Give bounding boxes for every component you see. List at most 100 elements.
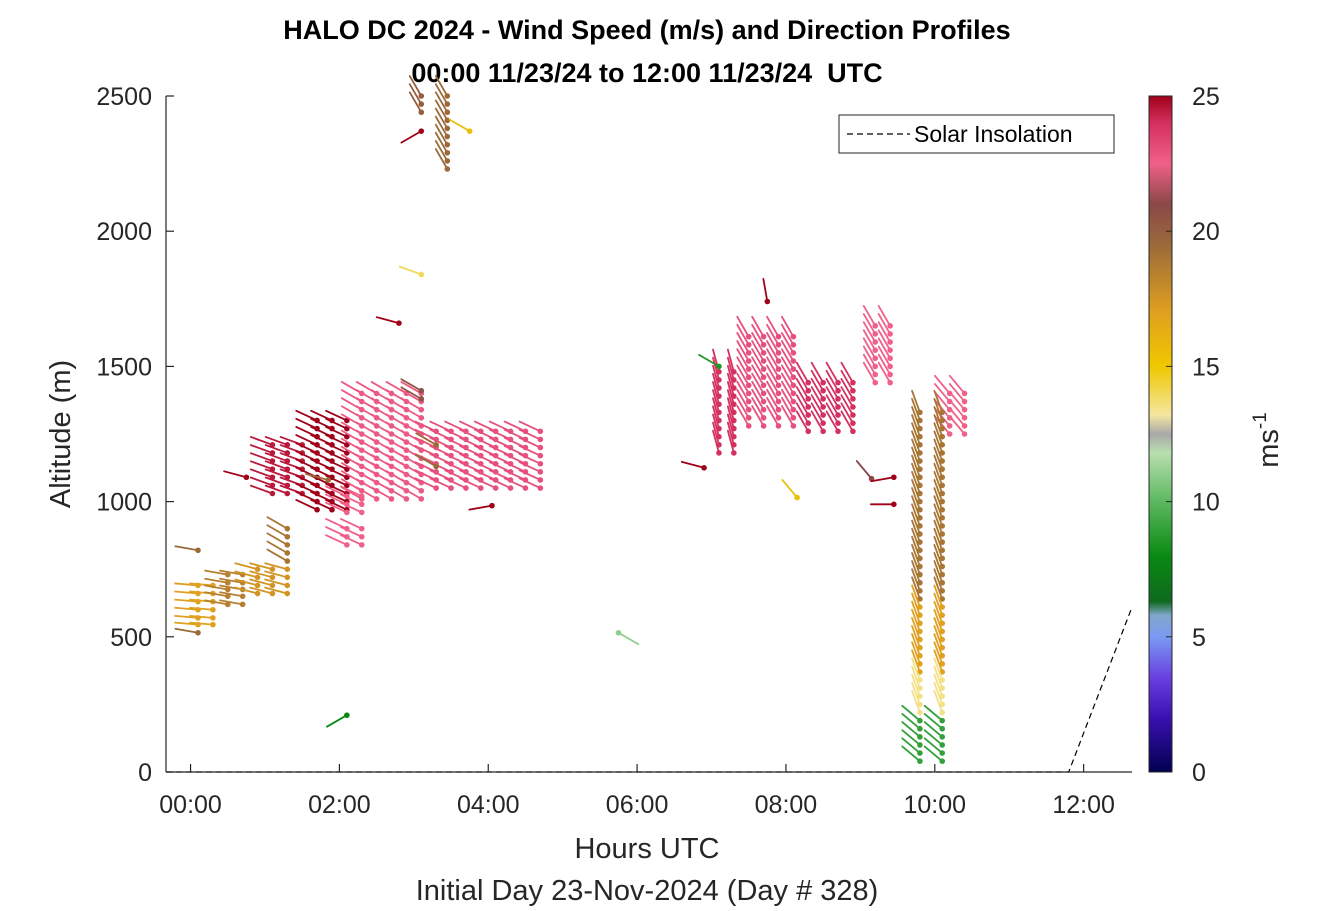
wind-arrow-shaft bbox=[448, 118, 471, 133]
wind-arrow-shaft bbox=[911, 633, 921, 657]
wind-arrow-shaft bbox=[933, 383, 951, 403]
wind-arrow-shaft bbox=[840, 394, 854, 416]
x-axis-label: Hours UTC bbox=[574, 833, 719, 865]
wind-arrow-shaft bbox=[385, 486, 408, 500]
wind-arrow-shaft bbox=[780, 315, 795, 338]
wind-arrow-shaft bbox=[249, 578, 274, 587]
wind-arrow-shaft bbox=[325, 485, 348, 498]
wind-arrow-shaft bbox=[434, 75, 449, 97]
wind-arrow-shaft bbox=[503, 453, 527, 465]
wind-arrow-head bbox=[745, 423, 752, 429]
wind-arrow-shaft bbox=[911, 479, 921, 503]
wind-arrow-shaft bbox=[518, 428, 542, 441]
wind-arrow-shaft bbox=[736, 364, 750, 387]
wind-arrow-shaft bbox=[459, 436, 482, 449]
wind-arrow-shaft bbox=[518, 436, 542, 449]
wind-arrow-shaft bbox=[840, 410, 854, 433]
wind-arrow-shaft bbox=[266, 524, 289, 538]
wind-arrow-shaft bbox=[933, 446, 944, 471]
wind-arrow-shaft bbox=[488, 428, 512, 441]
wind-arrow-head bbox=[917, 588, 923, 594]
wind-arrow-shaft bbox=[736, 380, 750, 403]
wind-arrow-head bbox=[224, 593, 231, 600]
wind-arrow-shaft bbox=[911, 519, 921, 544]
wind-arrow-shaft bbox=[295, 409, 318, 422]
wind-arrow-head bbox=[466, 128, 473, 134]
wind-arrow-head bbox=[805, 420, 812, 426]
wind-arrow-shaft bbox=[840, 361, 854, 384]
wind-arrow-shaft bbox=[415, 454, 438, 468]
wind-arrow-shaft bbox=[948, 374, 966, 395]
wind-arrow-head bbox=[939, 498, 946, 505]
wind-arrow-shaft bbox=[911, 535, 921, 560]
wind-arrow-head bbox=[373, 496, 380, 502]
wind-arrow-shaft bbox=[751, 364, 765, 387]
colorbar-frame bbox=[1148, 95, 1173, 773]
wind-arrow-head bbox=[939, 417, 946, 424]
wind-arrow-shaft bbox=[751, 340, 765, 362]
wind-arrow-shaft bbox=[780, 372, 795, 395]
wind-arrow-head bbox=[917, 636, 923, 643]
wind-arrow-shaft bbox=[911, 665, 921, 690]
wind-arrow-head bbox=[917, 498, 923, 505]
wind-arrow-head bbox=[939, 466, 946, 472]
wind-arrow-shaft bbox=[862, 337, 877, 360]
wind-arrow-shaft bbox=[911, 592, 921, 617]
wind-arrow-shaft bbox=[266, 540, 289, 554]
wind-arrow-shaft bbox=[234, 570, 259, 579]
wind-arrow-shaft bbox=[911, 576, 921, 600]
wind-arrow-shaft bbox=[325, 458, 348, 471]
wind-arrow-head bbox=[254, 574, 261, 581]
wind-arrow-shaft bbox=[325, 493, 348, 506]
wind-arrow-shaft bbox=[933, 689, 944, 714]
wind-arrow-shaft bbox=[933, 374, 951, 395]
wind-arrow-shaft bbox=[933, 415, 951, 435]
wind-arrow-head bbox=[805, 412, 812, 418]
wind-arrow-head bbox=[760, 423, 767, 429]
wind-arrow-head bbox=[418, 396, 425, 402]
wind-arrow-head bbox=[716, 450, 722, 456]
wind-arrow-head bbox=[537, 444, 544, 451]
wind-arrow-head bbox=[760, 333, 767, 340]
wind-arrow-head bbox=[794, 494, 800, 501]
wind-arrow-shaft bbox=[933, 414, 944, 438]
wind-arrow-shaft bbox=[810, 361, 825, 384]
wind-arrow-shaft bbox=[825, 361, 839, 384]
wind-arrow-shaft bbox=[933, 503, 944, 527]
wind-arrow-shaft bbox=[726, 364, 735, 389]
wind-arrow-shaft bbox=[751, 388, 765, 411]
wind-arrow-shaft bbox=[933, 527, 944, 552]
wind-arrow-shaft bbox=[877, 361, 892, 384]
wind-arrow-shaft bbox=[459, 428, 482, 441]
wind-arrow-shaft bbox=[234, 578, 259, 587]
wind-arrow-shaft bbox=[901, 704, 921, 722]
y-tick-label: 1500 bbox=[96, 353, 152, 381]
wind-arrow-shaft bbox=[726, 373, 735, 398]
wind-arrow-shaft bbox=[264, 460, 289, 471]
wind-arrow-head bbox=[418, 93, 425, 99]
wind-arrow-shaft bbox=[234, 586, 259, 595]
wind-arrow-shaft bbox=[766, 372, 780, 395]
wind-arrow-head bbox=[891, 474, 897, 481]
wind-arrow-shaft bbox=[264, 452, 289, 462]
wind-arrow-head bbox=[939, 425, 946, 432]
wind-arrow-head bbox=[917, 620, 923, 627]
wind-arrow-head bbox=[946, 431, 953, 437]
wind-arrow-head bbox=[850, 412, 856, 418]
wind-arrow-head bbox=[210, 621, 216, 628]
wind-arrow-shaft bbox=[911, 446, 921, 471]
wind-arrow-shaft bbox=[414, 461, 438, 473]
wind-arrow-shaft bbox=[780, 323, 795, 346]
wind-arrow-shaft bbox=[933, 462, 944, 487]
wind-arrow-head bbox=[745, 350, 752, 356]
wind-arrow-shaft bbox=[933, 389, 944, 414]
wind-arrow-shaft bbox=[249, 476, 274, 487]
wind-arrow-shaft bbox=[444, 420, 467, 433]
wind-arrow-shaft bbox=[933, 633, 944, 657]
wind-arrow-shaft bbox=[295, 442, 318, 454]
wind-arrow-shaft bbox=[444, 453, 467, 465]
wind-arrow-head bbox=[745, 358, 752, 364]
wind-arrow-shaft bbox=[877, 305, 892, 327]
wind-arrow-head bbox=[872, 363, 879, 370]
wind-arrow-shaft bbox=[204, 577, 229, 584]
